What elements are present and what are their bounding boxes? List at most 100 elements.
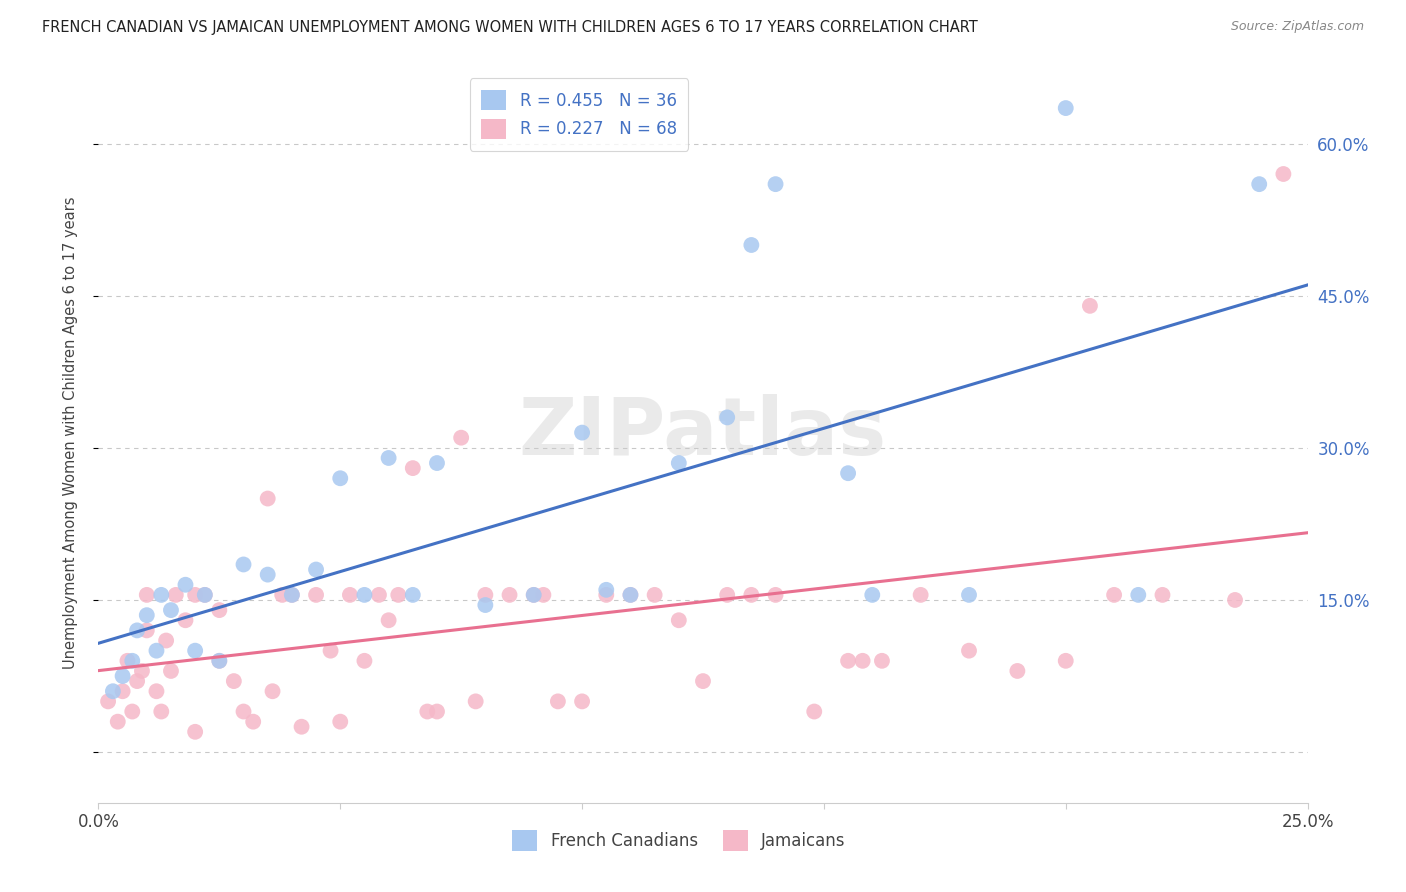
- Point: [127, 624, 149, 638]
- Point: [910, 588, 932, 602]
- Point: [523, 588, 546, 602]
- Point: [837, 654, 859, 668]
- Point: [426, 456, 449, 470]
- Point: [668, 613, 690, 627]
- Point: [256, 567, 278, 582]
- Point: [145, 684, 167, 698]
- Point: [571, 694, 593, 708]
- Point: [668, 456, 690, 470]
- Point: [135, 588, 157, 602]
- Point: [1223, 593, 1246, 607]
- Point: [837, 466, 859, 480]
- Point: [135, 608, 157, 623]
- Point: [305, 562, 328, 576]
- Point: [377, 613, 399, 627]
- Point: [353, 588, 375, 602]
- Point: [155, 633, 177, 648]
- Point: [474, 598, 496, 612]
- Point: [1078, 299, 1101, 313]
- Point: [571, 425, 593, 440]
- Point: [692, 674, 714, 689]
- Point: [232, 558, 254, 572]
- Point: [319, 643, 342, 657]
- Point: [595, 582, 617, 597]
- Point: [1054, 654, 1077, 668]
- Point: [531, 588, 554, 602]
- Point: [281, 588, 304, 602]
- Point: [256, 491, 278, 506]
- Point: [305, 588, 328, 602]
- Point: [523, 588, 546, 602]
- Point: [1272, 167, 1295, 181]
- Point: [765, 177, 787, 191]
- Point: [402, 461, 425, 475]
- Point: [1007, 664, 1029, 678]
- Point: [619, 588, 641, 602]
- Point: [150, 705, 173, 719]
- Point: [1249, 177, 1271, 191]
- Point: [150, 588, 173, 602]
- Point: [160, 664, 183, 678]
- Point: [426, 705, 449, 719]
- Point: [803, 705, 825, 719]
- Text: Source: ZipAtlas.com: Source: ZipAtlas.com: [1230, 20, 1364, 33]
- Point: [222, 674, 245, 689]
- Point: [387, 588, 409, 602]
- Point: [740, 238, 762, 252]
- Point: [450, 431, 472, 445]
- Point: [464, 694, 486, 708]
- Point: [957, 588, 980, 602]
- Point: [402, 588, 425, 602]
- Point: [111, 684, 134, 698]
- Point: [353, 654, 375, 668]
- Point: [127, 674, 149, 689]
- Point: [619, 588, 641, 602]
- Point: [368, 588, 391, 602]
- Point: [329, 471, 352, 485]
- Point: [740, 588, 762, 602]
- Point: [117, 654, 139, 668]
- Point: [131, 664, 153, 678]
- Point: [852, 654, 875, 668]
- Legend: French Canadians, Jamaicans: French Canadians, Jamaicans: [506, 823, 852, 857]
- Point: [716, 410, 738, 425]
- Point: [377, 450, 399, 465]
- Y-axis label: Unemployment Among Women with Children Ages 6 to 17 years: Unemployment Among Women with Children A…: [63, 196, 77, 669]
- Point: [165, 588, 187, 602]
- Point: [184, 588, 207, 602]
- Point: [281, 588, 304, 602]
- Point: [416, 705, 439, 719]
- Point: [716, 588, 738, 602]
- Point: [184, 724, 207, 739]
- Point: [107, 714, 129, 729]
- Point: [121, 654, 143, 668]
- Point: [121, 705, 143, 719]
- Point: [232, 705, 254, 719]
- Point: [329, 714, 352, 729]
- Point: [498, 588, 520, 602]
- Point: [1054, 101, 1077, 115]
- Point: [860, 588, 883, 602]
- Point: [194, 588, 217, 602]
- Point: [290, 720, 312, 734]
- Point: [101, 684, 124, 698]
- Point: [595, 588, 617, 602]
- Point: [160, 603, 183, 617]
- Point: [97, 694, 120, 708]
- Point: [271, 588, 294, 602]
- Point: [339, 588, 361, 602]
- Point: [184, 643, 207, 657]
- Point: [208, 654, 231, 668]
- Point: [765, 588, 787, 602]
- Point: [547, 694, 569, 708]
- Point: [644, 588, 666, 602]
- Point: [194, 588, 217, 602]
- Point: [1102, 588, 1125, 602]
- Point: [145, 643, 167, 657]
- Text: FRENCH CANADIAN VS JAMAICAN UNEMPLOYMENT AMONG WOMEN WITH CHILDREN AGES 6 TO 17 : FRENCH CANADIAN VS JAMAICAN UNEMPLOYMENT…: [42, 20, 979, 35]
- Point: [208, 654, 231, 668]
- Point: [957, 643, 980, 657]
- Point: [1128, 588, 1150, 602]
- Point: [135, 624, 157, 638]
- Point: [208, 603, 231, 617]
